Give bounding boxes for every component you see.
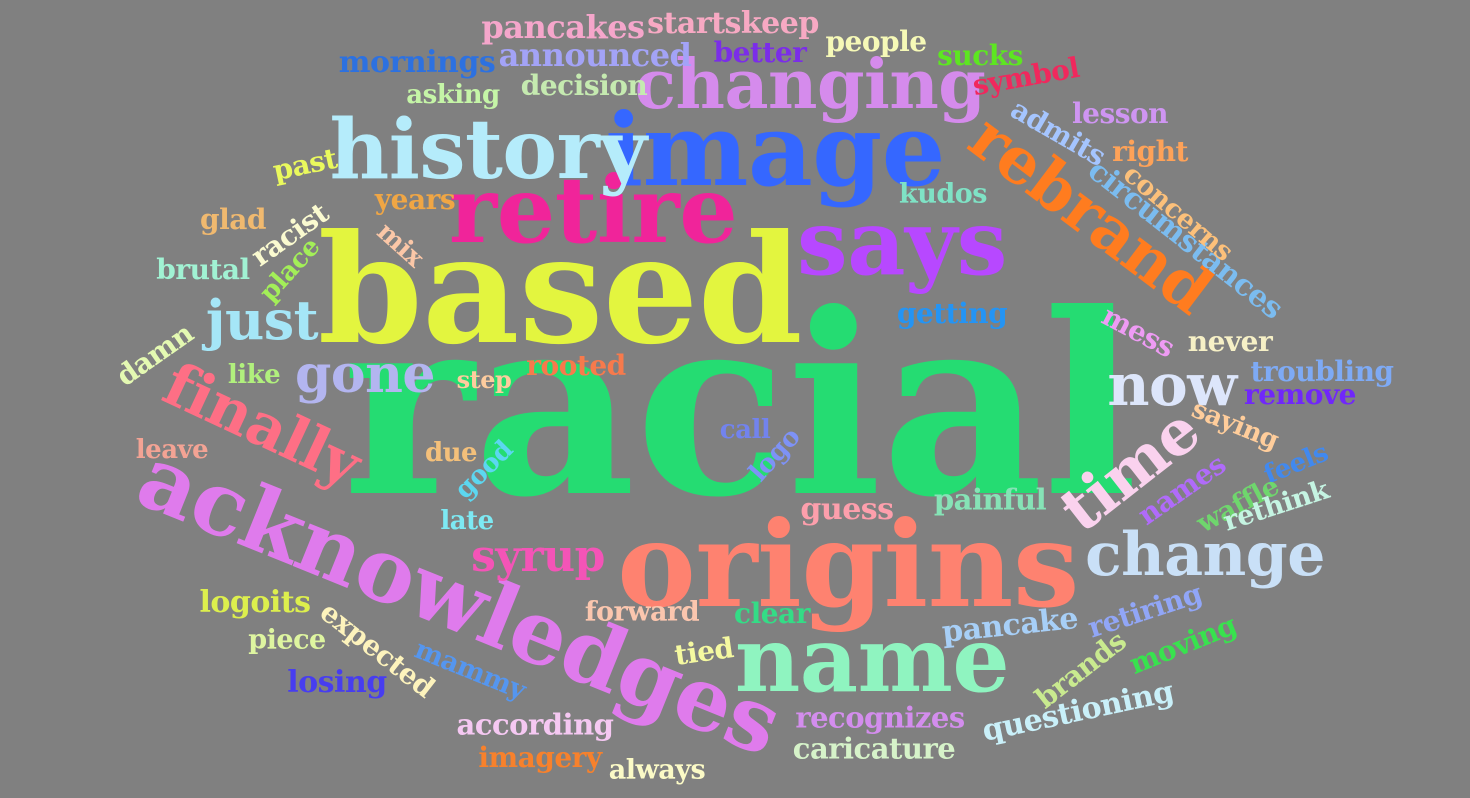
word-always: always xyxy=(608,754,706,786)
word-imagery: imagery xyxy=(478,741,602,774)
word-recognizes: recognizes xyxy=(795,700,965,735)
word-better: better xyxy=(713,36,807,69)
word-losing: losing xyxy=(287,665,387,700)
word-due: due xyxy=(424,438,478,468)
word-clear: clear xyxy=(734,597,810,630)
word-late: late xyxy=(440,506,494,536)
word-glad: glad xyxy=(200,203,266,236)
word-asking: asking xyxy=(406,80,500,110)
word-people: people xyxy=(825,25,927,58)
word-brutal: brutal xyxy=(156,253,250,286)
word-caricature: caricature xyxy=(792,731,956,766)
word-history: history xyxy=(329,102,647,198)
word-rooted: rooted xyxy=(526,349,626,382)
word-now: now xyxy=(1107,351,1237,419)
word-like: like xyxy=(227,360,281,390)
word-tied: tied xyxy=(672,631,736,672)
word-startskeep: startskeep xyxy=(647,6,819,41)
word-piece: piece xyxy=(248,624,326,656)
word-change: change xyxy=(1085,520,1325,590)
word-lesson: lesson xyxy=(1071,97,1169,130)
word-based: based xyxy=(317,202,803,378)
word-call: call xyxy=(719,415,771,445)
word-decision: decision xyxy=(520,69,648,102)
word-kudos: kudos xyxy=(899,178,987,210)
word-changing: changing xyxy=(634,45,986,125)
word-announced: announced xyxy=(498,36,692,74)
word-according: according xyxy=(456,707,614,742)
word-says: says xyxy=(797,190,1007,296)
word-just: just xyxy=(205,288,319,352)
word-image: image xyxy=(605,91,945,209)
word-forward: forward xyxy=(584,596,700,628)
word-mornings: mornings xyxy=(338,45,496,80)
word-step: step xyxy=(456,365,512,394)
word-never: never xyxy=(1187,325,1273,358)
word-years: years xyxy=(374,183,456,216)
word-racial: racial xyxy=(342,258,1138,552)
word-right: right xyxy=(1112,135,1188,168)
word-painful: painful xyxy=(933,482,1047,517)
word-origins: origins xyxy=(617,495,1079,634)
word-retire: retire xyxy=(448,156,738,264)
word-syrup: syrup xyxy=(471,531,605,582)
word-remove: remove xyxy=(1244,378,1356,411)
word-pancakes: pancakes xyxy=(481,8,645,46)
word-logoits: logoits xyxy=(199,585,311,620)
word-troubling: troubling xyxy=(1250,355,1394,388)
word-gone: gone xyxy=(295,344,435,405)
word-leave: leave xyxy=(135,435,209,465)
word-sucks: sucks xyxy=(937,39,1023,72)
word-getting: getting xyxy=(896,297,1008,330)
word-name: name xyxy=(734,607,1010,713)
word-guess: guess xyxy=(800,492,894,527)
